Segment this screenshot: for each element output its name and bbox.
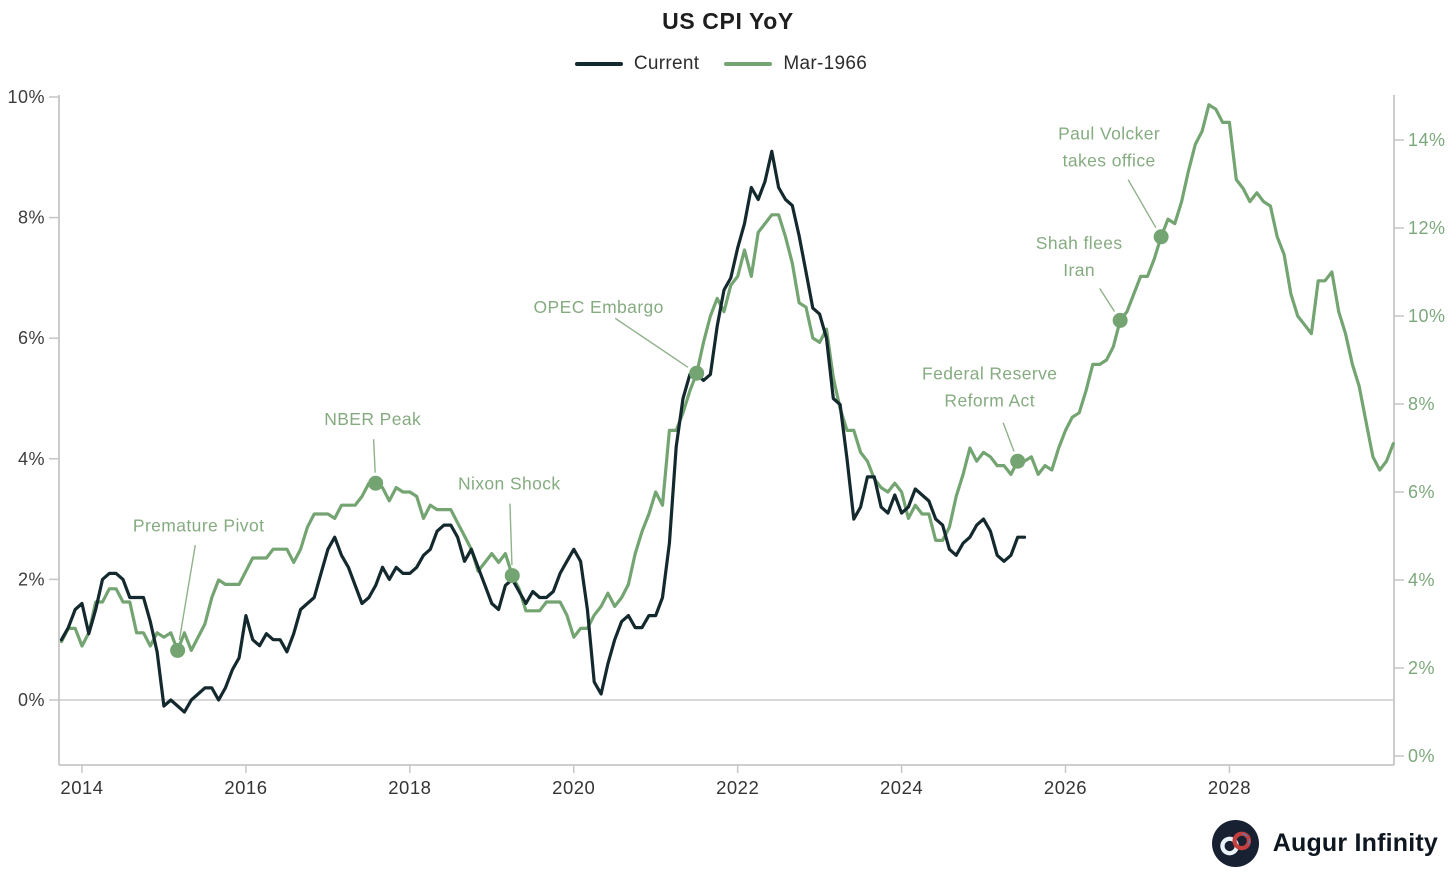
annotation-dot (368, 475, 384, 491)
annotation-leader-line (1099, 288, 1116, 312)
left-axis-label: 6% (18, 328, 45, 348)
right-axis-label: 10% (1408, 306, 1446, 326)
annotation-dot (1010, 453, 1026, 469)
left-axis-label: 0% (18, 690, 45, 710)
x-axis-label: 2018 (388, 777, 431, 798)
legend-label-current: Current (633, 53, 700, 74)
x-axis-label: 2022 (716, 777, 759, 798)
series-line-current (59, 149, 1027, 714)
infinity-icon (1211, 820, 1259, 867)
series-line-mar-1966 (59, 103, 1395, 653)
x-axis-label: 2026 (1044, 777, 1087, 798)
left-axis-label: 4% (18, 449, 45, 469)
brand-name: Augur Infinity (1272, 829, 1438, 857)
x-axis-label: 2016 (224, 777, 267, 798)
annotation-dot (1112, 312, 1128, 328)
legend-swatch-current (574, 62, 623, 66)
right-axis-label: 2% (1408, 658, 1435, 678)
page-title: US CPI YoY (662, 8, 794, 34)
x-axis-label: 2014 (60, 777, 103, 798)
left-axis-label: 8% (18, 208, 45, 228)
annotation-leader-line (1002, 422, 1015, 452)
right-axis-label: 4% (1408, 570, 1435, 590)
right-axis-label: 14% (1408, 130, 1446, 150)
left-axis-label: 2% (18, 569, 45, 589)
brand: Augur Infinity (1211, 820, 1438, 867)
annotation-label: NBER Peak (324, 409, 421, 429)
right-axis-label: 12% (1408, 218, 1446, 238)
annotation-leader-line (614, 317, 689, 368)
annotation-label: OPEC Embargo (534, 297, 664, 317)
x-axis-label: 2020 (552, 777, 595, 798)
legend: Current Mar-1966 (0, 53, 1456, 75)
annotation-leader-line (372, 439, 376, 473)
annotation-dot (170, 642, 186, 658)
legend-swatch-mar1966 (724, 62, 773, 66)
right-axis-label: 0% (1408, 746, 1435, 766)
annotation-dot (1153, 229, 1169, 245)
annotation-label: Premature Pivot (133, 515, 264, 535)
annotation-dot (504, 568, 520, 584)
annotation-leader-line (1127, 179, 1157, 229)
right-axis-label: 6% (1408, 482, 1435, 502)
annotation-label: Nixon Shock (458, 474, 561, 494)
right-axis-label: 8% (1408, 394, 1435, 414)
legend-label-mar1966: Mar-1966 (783, 53, 868, 74)
annotation-leader-line (178, 545, 196, 641)
annotation-label: Shah flees Iran (1036, 233, 1123, 280)
annotation-label: Federal Reserve Reform Act (922, 364, 1057, 411)
left-axis-label: 10% (7, 87, 45, 107)
annotation-leader-line (509, 503, 513, 566)
annotation-label: Paul Volcker takes office (1058, 123, 1160, 170)
annotation-dot (689, 365, 705, 381)
x-axis-label: 2024 (880, 777, 923, 798)
x-axis-label: 2028 (1208, 777, 1251, 798)
